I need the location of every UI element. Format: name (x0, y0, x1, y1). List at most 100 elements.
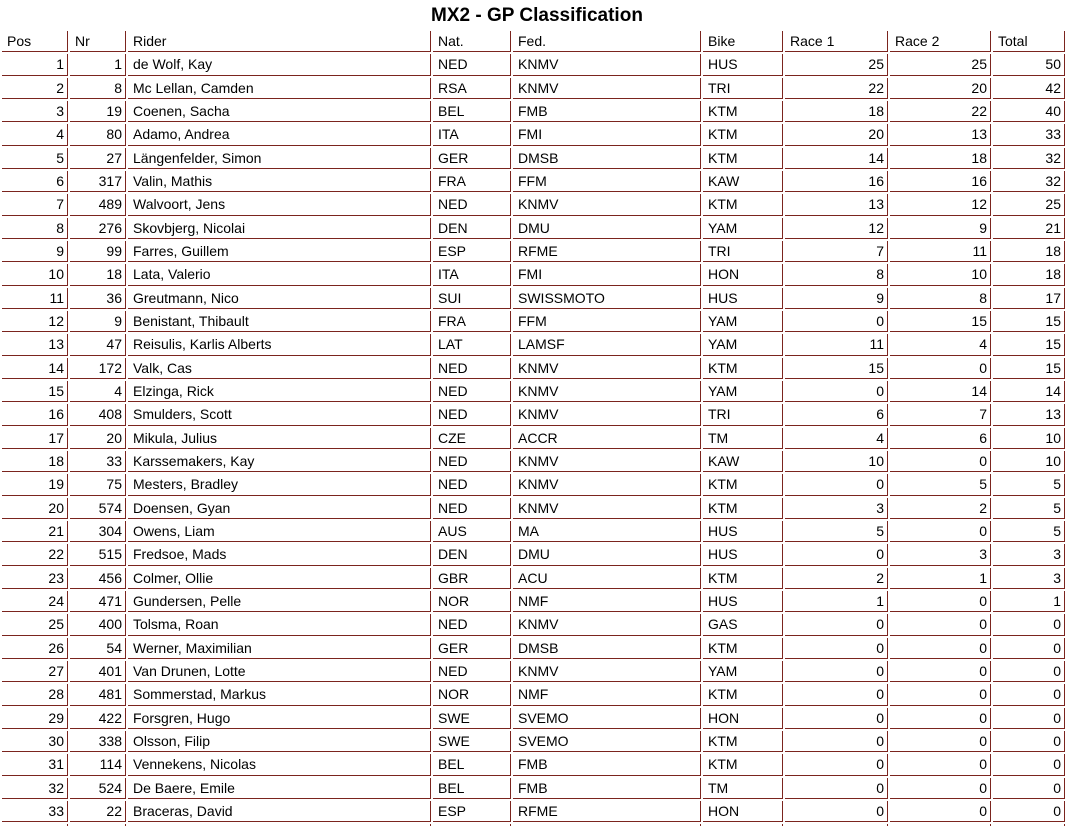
cell-race2: 25 (890, 54, 991, 76)
cell-race1: 0 (785, 660, 888, 683)
cell-bike: HON (703, 707, 783, 729)
cell-nr: 33 (70, 450, 126, 473)
cell-nat: AUS (433, 520, 511, 543)
cell-race2: 0 (890, 614, 991, 636)
cell-pos: 27 (2, 660, 68, 683)
column-header-race1: Race 1 (785, 31, 888, 53)
cell-bike: KTM (703, 357, 783, 379)
cell-race1: 15 (785, 357, 888, 379)
cell-race2: 0 (890, 520, 991, 543)
cell-race2: 0 (890, 637, 991, 659)
cell-fed: DMSB (513, 147, 701, 169)
cell-race1: 1 (785, 590, 888, 613)
cell-fed: ACU (513, 567, 701, 589)
table-row: 20 574 Doensen, Gyan NED KNMV KTM 3 2 5 (2, 497, 1065, 519)
cell-rider: Colmer, Ollie (128, 567, 431, 589)
cell-pos: 6 (2, 170, 68, 193)
cell-rider: Adamo, Andrea (128, 124, 431, 146)
cell-bike: TM (703, 427, 783, 449)
cell-race1: 25 (785, 54, 888, 76)
column-header-race2: Race 2 (890, 31, 991, 53)
cell-rider: Reisulis, Karlis Alberts (128, 334, 431, 356)
cell-total: 5 (993, 474, 1065, 496)
table-row: 22 515 Fredsoe, Mads DEN DMU HUS 0 3 3 (2, 544, 1065, 566)
cell-total: 10 (993, 427, 1065, 449)
cell-rider: Forsgren, Hugo (128, 707, 431, 729)
cell-fed: SWISSMOTO (513, 287, 701, 309)
cell-nat: ITA (433, 124, 511, 146)
cell-pos: 13 (2, 334, 68, 356)
cell-bike: TRI (703, 404, 783, 426)
cell-pos: 24 (2, 590, 68, 613)
cell-nr: 276 (70, 217, 126, 239)
cell-race1: 0 (785, 474, 888, 496)
cell-nr: 574 (70, 497, 126, 519)
cell-fed: FMI (513, 264, 701, 286)
cell-total: 32 (993, 147, 1065, 169)
cell-total: 0 (993, 800, 1065, 823)
cell-total: 50 (993, 54, 1065, 76)
cell-race2: 1 (890, 567, 991, 589)
cell-fed: KNMV (513, 660, 701, 683)
cell-race1: 0 (785, 754, 888, 776)
cell-rider: Skovbjerg, Nicolai (128, 217, 431, 239)
cell-race1: 9 (785, 287, 888, 309)
cell-nat: BEL (433, 100, 511, 123)
cell-total: 15 (993, 310, 1065, 333)
cell-fed: MA (513, 520, 701, 543)
cell-total: 21 (993, 217, 1065, 239)
cell-bike: YAM (703, 334, 783, 356)
cell-nat: SWE (433, 730, 511, 753)
cell-race2: 0 (890, 730, 991, 753)
cell-fed: FMB (513, 777, 701, 799)
cell-rider: Längenfelder, Simon (128, 147, 431, 169)
cell-race1: 22 (785, 77, 888, 99)
cell-nat: RSA (433, 77, 511, 99)
cell-fed: NMF (513, 590, 701, 613)
cell-total: 15 (993, 334, 1065, 356)
cell-fed: RFME (513, 800, 701, 823)
cell-bike: KAW (703, 170, 783, 193)
cell-fed: SVEMO (513, 707, 701, 729)
table-row: 1 1 de Wolf, Kay NED KNMV HUS 25 25 50 (2, 54, 1065, 76)
cell-nat: NOR (433, 590, 511, 613)
cell-bike: KTM (703, 567, 783, 589)
cell-pos: 20 (2, 497, 68, 519)
cell-race1: 20 (785, 124, 888, 146)
cell-nr: 400 (70, 614, 126, 636)
cell-nr: 524 (70, 777, 126, 799)
cell-rider: Karssemakers, Kay (128, 450, 431, 473)
cell-pos: 26 (2, 637, 68, 659)
cell-nat: NED (433, 357, 511, 379)
cell-nat: CZE (433, 427, 511, 449)
cell-nr: 75 (70, 474, 126, 496)
cell-pos: 29 (2, 707, 68, 729)
cell-total: 40 (993, 100, 1065, 123)
cell-nr: 172 (70, 357, 126, 379)
cell-total: 42 (993, 77, 1065, 99)
cell-nat: ITA (433, 264, 511, 286)
cell-nr: 338 (70, 730, 126, 753)
cell-bike: GAS (703, 614, 783, 636)
table-row: 7 489 Walvoort, Jens NED KNMV KTM 13 12 … (2, 194, 1065, 216)
cell-bike: KTM (703, 637, 783, 659)
cell-total: 18 (993, 264, 1065, 286)
column-header-bike: Bike (703, 31, 783, 53)
cell-nat: DEN (433, 544, 511, 566)
cell-pos: 21 (2, 520, 68, 543)
cell-bike: KAW (703, 450, 783, 473)
cell-fed: NMF (513, 684, 701, 706)
cell-nat: GBR (433, 567, 511, 589)
table-row: 30 338 Olsson, Filip SWE SVEMO KTM 0 0 0 (2, 730, 1065, 753)
cell-race2: 5 (890, 474, 991, 496)
table-row: 2 8 Mc Lellan, Camden RSA KNMV TRI 22 20… (2, 77, 1065, 99)
cell-pos: 8 (2, 217, 68, 239)
cell-total: 14 (993, 380, 1065, 403)
cell-race2: 0 (890, 800, 991, 823)
cell-total: 32 (993, 170, 1065, 193)
table-row: 3 19 Coenen, Sacha BEL FMB KTM 18 22 40 (2, 100, 1065, 123)
cell-pos: 16 (2, 404, 68, 426)
cell-nr: 317 (70, 170, 126, 193)
cell-nr: 456 (70, 567, 126, 589)
